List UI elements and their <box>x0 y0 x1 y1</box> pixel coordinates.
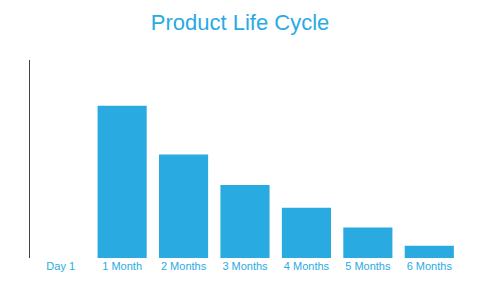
svg-text:5 Months: 5 Months <box>345 260 391 272</box>
svg-text:6 Months: 6 Months <box>407 260 453 272</box>
svg-text:4 Months: 4 Months <box>284 260 330 272</box>
svg-text:Day 1: Day 1 <box>46 260 75 272</box>
svg-text:Product Life Cycle: Product Life Cycle <box>151 10 330 35</box>
svg-text:2 Months: 2 Months <box>161 260 207 272</box>
svg-text:1 Month: 1 Month <box>102 260 142 272</box>
svg-text:3 Months: 3 Months <box>222 260 268 272</box>
